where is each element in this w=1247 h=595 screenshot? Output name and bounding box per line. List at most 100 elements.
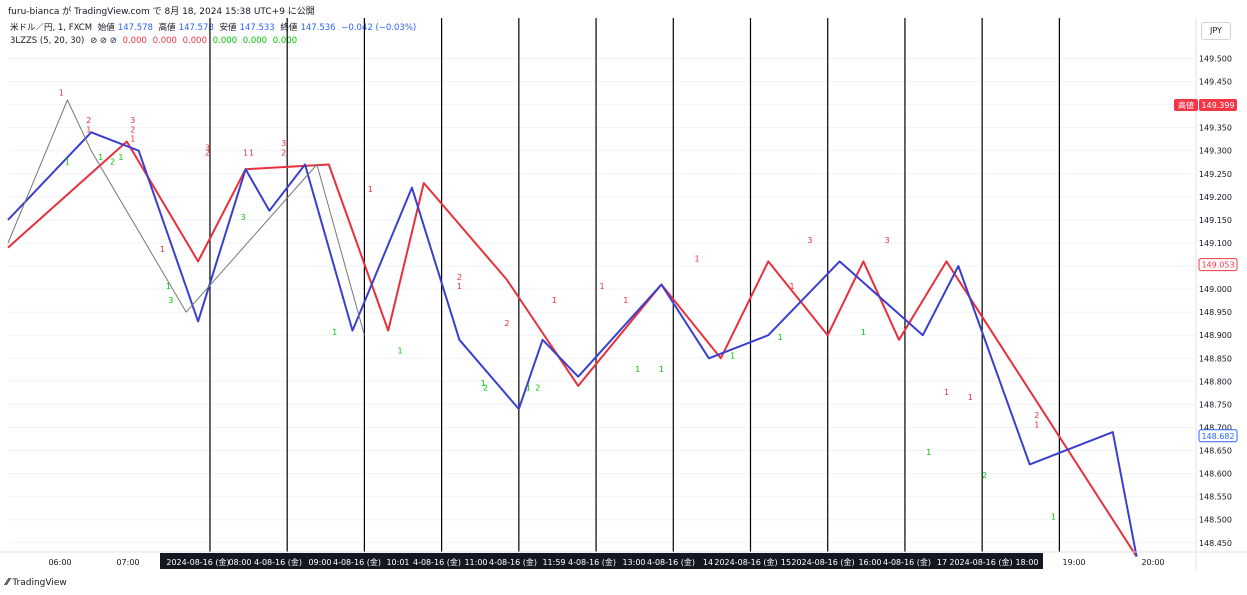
- legend-open-value: 147.578: [117, 23, 153, 33]
- x-tick-label: 06:00: [48, 558, 71, 567]
- currency-button[interactable]: JPY: [1201, 22, 1231, 40]
- x-tick-label: 09:00: [308, 558, 331, 567]
- pivot-label: 1: [926, 448, 931, 457]
- price-badge: 149.053: [1198, 258, 1238, 272]
- price-badge-value: 149.053: [1201, 261, 1234, 270]
- pivot-label: 1: [623, 296, 628, 305]
- x-tick-label: 13:00: [622, 558, 645, 567]
- pivot-label: 1: [118, 153, 123, 162]
- legend-high-label: 高値: [158, 23, 176, 33]
- pivot-label: 2: [205, 148, 210, 157]
- x-tick-label: 08:00: [228, 558, 251, 567]
- price-badge-label-bg: [1174, 99, 1198, 112]
- time-axis[interactable]: 06:00 07:00 2024-08-16 (金)08:00 4-08-16 (金)…: [48, 553, 1165, 569]
- pivot-label: 3: [885, 236, 890, 245]
- x-tick-label: 07:00: [116, 558, 139, 567]
- pivot-label: 1: [944, 388, 949, 397]
- legend-close-value: 147.536: [300, 23, 336, 33]
- y-tick-label: 148.600: [1199, 470, 1232, 479]
- pivot-label: 2: [110, 158, 115, 167]
- pivot-label: 1: [778, 333, 783, 342]
- legend-close-label: 終値: [280, 23, 298, 33]
- legend: 米ドル／円, 1, FXCM 始値 147.578 高値 147.578 安値 147…: [10, 22, 419, 48]
- zigzag-line: [7, 140, 1138, 558]
- pivot-label: 1: [98, 153, 103, 162]
- indicator-value: 0.000: [182, 36, 207, 46]
- y-tick-label: 149.300: [1199, 147, 1232, 156]
- tradingview-logo[interactable]: ⁄⁄ TradingView: [6, 577, 67, 588]
- price-badges: 高値 149.399 149.053 148.682: [1174, 99, 1238, 443]
- indicator-value: 0.000: [212, 36, 238, 46]
- zigzag-line: [7, 131, 1138, 557]
- y-tick-label: 148.550: [1199, 493, 1232, 502]
- pivot-label: 2: [1034, 411, 1039, 420]
- pivot-label: 2: [483, 384, 488, 393]
- pivot-label: 1: [694, 254, 699, 263]
- x-tick-label: 4-08-16 (金): [647, 557, 695, 567]
- y-tick-label: 149.450: [1199, 78, 1232, 87]
- pivot-label: 3: [205, 144, 210, 153]
- price-badge-bg: [1198, 429, 1238, 443]
- x-tick-label: 2024-08-16 (金): [714, 557, 777, 567]
- indicator-value: 0.000: [242, 36, 268, 46]
- publish-line: furu-bianca が TradingView.com で 8月 18, 2…: [8, 7, 315, 17]
- x-tick-label: 19:00: [1062, 558, 1085, 567]
- pivot-label: 1: [160, 245, 165, 254]
- pivot-label: 2: [504, 319, 509, 328]
- pivot-label: 1: [659, 365, 664, 374]
- x-tick-label: 2024-08-16 (金): [949, 557, 1012, 567]
- price-badge: 高値 149.399: [1174, 99, 1237, 112]
- pivot-label: 1: [861, 328, 866, 337]
- y-tick-label: 148.700: [1199, 423, 1232, 432]
- pivot-label: 1: [968, 393, 973, 402]
- x-tick-label: 10:01: [386, 558, 409, 567]
- y-tick-label: 149.000: [1199, 285, 1232, 294]
- pivot-label: 3: [281, 139, 286, 148]
- pivot-label: 2: [281, 148, 286, 157]
- x-tick-label: 11:00: [464, 558, 487, 567]
- y-tick-label: 149.500: [1199, 54, 1232, 63]
- pivot-label: 1: [790, 282, 795, 291]
- y-tick-label: 148.850: [1199, 354, 1232, 363]
- pivot-label: 1: [368, 185, 373, 194]
- legend-ohlc-row: 米ドル／円, 1, FXCM 始値 147.578 高値 147.578 安値 147…: [10, 22, 419, 35]
- y-tick-label: 149.350: [1199, 124, 1232, 133]
- time-axis-highlight: [160, 553, 1043, 569]
- legend-low-label: 安値: [219, 23, 237, 33]
- publish-header: furu-bianca が TradingView.com で 8月 18, 2…: [8, 4, 315, 17]
- x-tick-label: 17: [937, 558, 947, 567]
- pivot-label: 1: [552, 296, 557, 305]
- y-tick-label: 149.250: [1199, 170, 1232, 179]
- pivot-label: 1: [730, 351, 735, 360]
- indicator-value: 0.000: [272, 36, 298, 46]
- legend-indicator-row: 3LZZS (5, 20, 30) ⊘ ⊘ ⊘ 0.000 0.000 0.00…: [10, 35, 419, 48]
- price-badge-value: 149.399: [1201, 101, 1234, 110]
- price-badge-label: 高値: [1178, 100, 1194, 110]
- x-tick-label: 4-08-16 (金): [489, 557, 537, 567]
- indicator-visibility-icons[interactable]: ⊘ ⊘ ⊘: [90, 36, 117, 46]
- y-tick-label: 148.500: [1199, 516, 1232, 525]
- legend-open-label: 始値: [97, 23, 115, 33]
- price-badge-bg: [1199, 99, 1237, 112]
- legend-symbol[interactable]: 米ドル／円, 1, FXCM: [10, 23, 93, 33]
- zigzag-series: [7, 99, 1138, 558]
- pivot-label: 1: [65, 158, 70, 167]
- price-badge-bg: [1198, 258, 1238, 272]
- y-tick-label: 148.750: [1199, 400, 1232, 409]
- x-tick-label: 2024-08-16 (金): [166, 557, 229, 567]
- pivot-label: 3: [241, 213, 246, 222]
- zigzag-line: [7, 99, 365, 336]
- indicator-value: 0.000: [152, 36, 177, 46]
- pivot-label: 2: [457, 273, 462, 282]
- pivot-label: 1: [166, 282, 171, 291]
- pivot-label: 1: [59, 88, 64, 97]
- x-tick-label: 4-08-16 (金): [254, 557, 302, 567]
- indicator-name[interactable]: 3LZZS (5, 20, 30): [10, 36, 85, 46]
- x-tick-label: 16:00: [858, 558, 881, 567]
- tradingview-mark-icon: ⁄⁄: [6, 577, 10, 588]
- legend-change: −0.042 (−0.03%): [341, 23, 417, 33]
- pivot-label: 1: [526, 384, 531, 393]
- x-tick-label: 20:00: [1141, 558, 1164, 567]
- legend-high-value: 147.578: [178, 23, 214, 33]
